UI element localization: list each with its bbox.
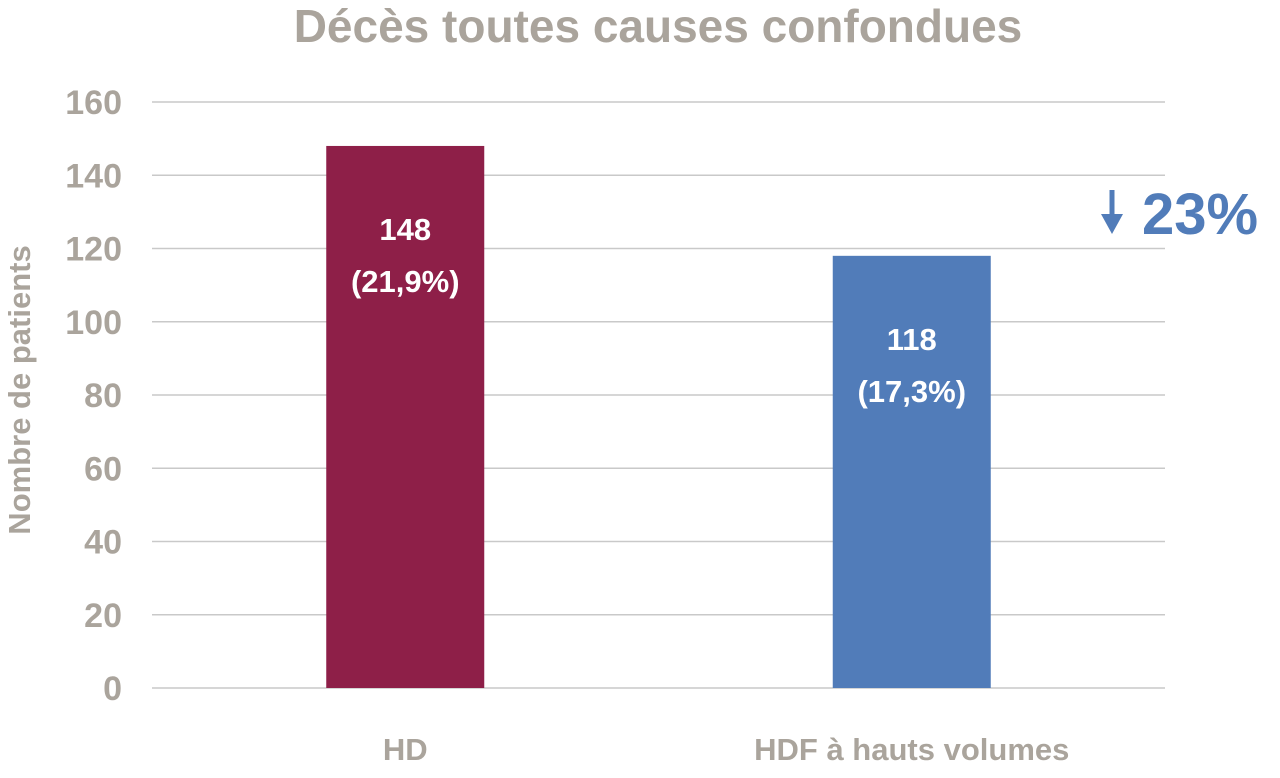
y-tick-label: 120 [65,231,122,269]
bar-value-label: 148 [379,212,431,247]
y-axis-title: Nombre de patients [2,245,37,534]
bar-data-labels: 148 (21,9%) 118 (17,3%) [351,212,966,409]
chart-title: Décès toutes causes confondues [294,0,1023,52]
x-category-labels: HD HDF à hauts volumes [383,732,1070,767]
y-tick-label: 0 [103,670,122,708]
y-tick-label: 140 [65,157,122,195]
bar-percent-label: (21,9%) [351,264,460,299]
bar [326,145,485,688]
bars [326,145,991,688]
bar-value-label: 118 [887,322,937,357]
y-tick-label: 160 [65,84,122,122]
gridlines [152,101,1165,689]
y-tick-labels: 0 20 40 60 80 100 120 140 160 [65,84,122,708]
y-tick-label: 40 [84,524,122,562]
bar [832,255,991,688]
down-arrow-icon [1101,190,1123,234]
reduction-annotation-text: 23% [1142,182,1258,247]
x-category-label: HD [383,732,428,767]
y-tick-label: 60 [84,450,122,488]
y-tick-label: 80 [84,377,122,415]
y-tick-label: 20 [84,597,122,635]
bar-percent-label: (17,3%) [857,374,966,409]
y-tick-label: 100 [65,304,122,342]
reduction-annotation: 23% [1101,182,1258,247]
x-category-label: HDF à hauts volumes [754,732,1069,767]
